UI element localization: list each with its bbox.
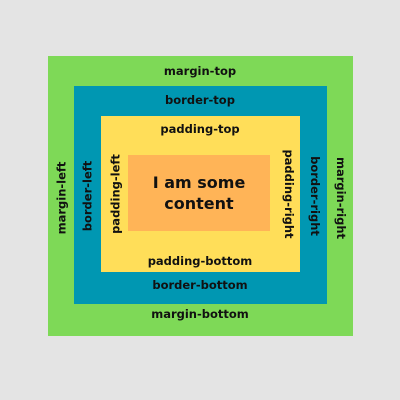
padding-right-label: padding-right xyxy=(281,149,296,239)
padding-top-label: padding-top xyxy=(160,122,240,136)
margin-top-label: margin-top xyxy=(163,64,237,78)
margin-left-label: margin-left xyxy=(54,161,69,235)
border-bottom-label: border-bottom xyxy=(152,278,248,292)
border-left-label: border-left xyxy=(80,160,95,232)
padding-left-label: padding-left xyxy=(108,154,123,234)
margin-bottom-label: margin-bottom xyxy=(151,307,249,321)
padding-bottom-label: padding-bottom xyxy=(147,254,253,268)
content-text: I am some content xyxy=(152,173,246,213)
border-right-label: border-right xyxy=(307,156,322,236)
border-top-label: border-top xyxy=(165,93,235,107)
content-box xyxy=(128,155,270,231)
margin-right-label: margin-right xyxy=(333,156,348,240)
